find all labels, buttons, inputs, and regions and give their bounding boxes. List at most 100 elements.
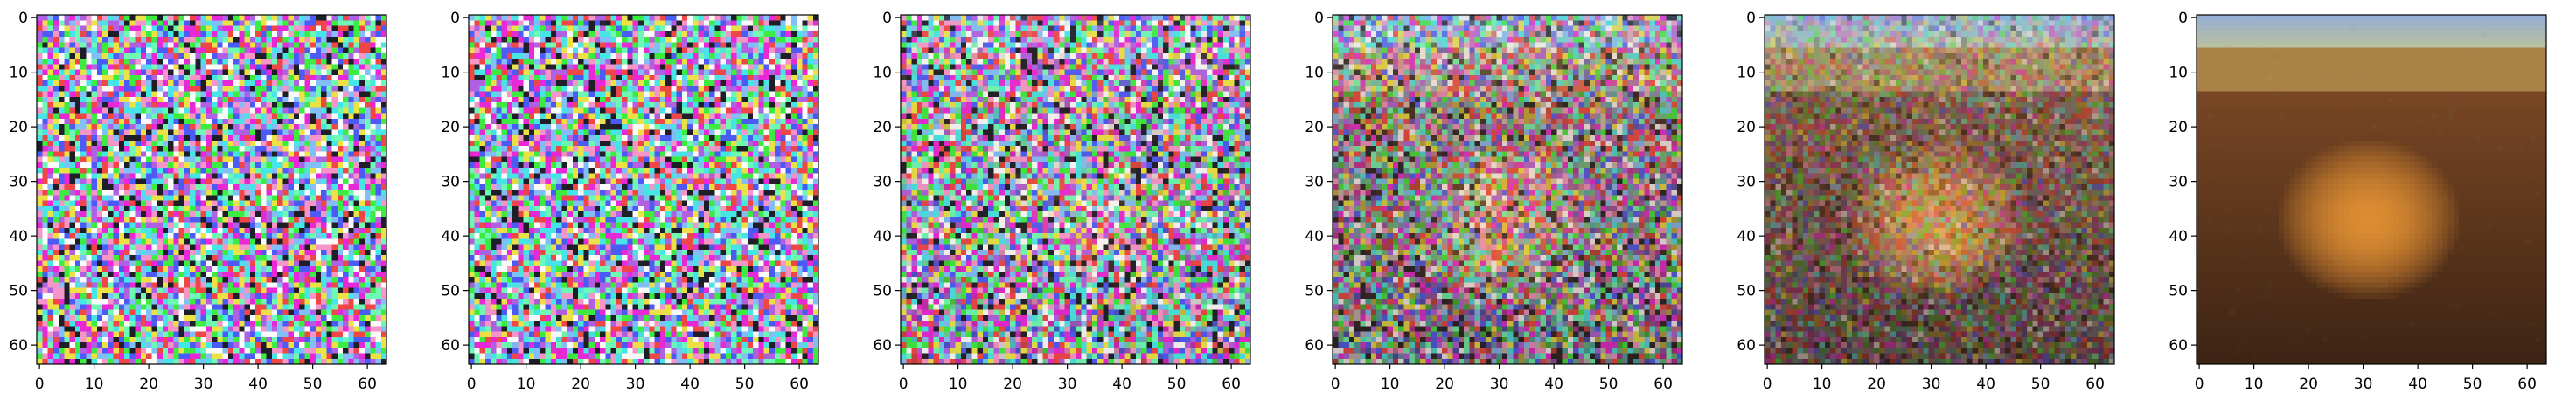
y-tick-label: 20: [2169, 119, 2188, 136]
x-tick-label: 40: [248, 376, 268, 393]
x-tick-label: 10: [85, 376, 104, 393]
x-tick-label: 30: [1922, 376, 1941, 393]
x-tick-label: 20: [1003, 376, 1022, 393]
x-tick-label: 40: [680, 376, 700, 393]
x-tick-label: 0: [1331, 376, 1340, 393]
y-tick-label: 0: [882, 10, 892, 27]
y-tick-label: 10: [441, 65, 460, 82]
x-tick-label: 20: [1867, 376, 1886, 393]
y-tick-label: 10: [873, 65, 892, 82]
x-tick-label: 60: [1222, 376, 1241, 393]
panel-1: 0 10 20 30 40 50 60 0 10 20 30 40 50 60: [9, 10, 387, 393]
x-tick-label: 50: [2463, 376, 2482, 393]
axes-frame: [1332, 14, 1683, 365]
axes-frame: [900, 14, 1251, 365]
panel-image: [37, 15, 386, 364]
y-tick-label: 40: [873, 228, 892, 245]
x-tick-label: 50: [303, 376, 323, 393]
x-tick-label: 20: [2299, 376, 2318, 393]
panel-image: [2197, 15, 2546, 364]
y-tick-label: 0: [450, 10, 460, 27]
panel-6: 0 10 20 30 40 50 60 0 10 20 30 40 50 60: [2169, 10, 2547, 393]
x-tick-label: 30: [1058, 376, 1077, 393]
x-tick-label: 10: [517, 376, 536, 393]
axes-frame: [1764, 14, 2115, 365]
y-tick-label: 40: [2169, 228, 2188, 245]
y-tick-label: 60: [1737, 337, 1756, 355]
x-tick-label: 50: [2031, 376, 2050, 393]
y-tick-label: 0: [2178, 10, 2188, 27]
x-tick-label: 60: [790, 376, 809, 393]
axes-frame: [468, 14, 819, 365]
y-tick-label: 60: [2169, 337, 2188, 355]
panel-4: 0 10 20 30 40 50 60 0 10 20 30 40 50 60: [1305, 10, 1683, 393]
x-tick-label: 40: [1544, 376, 1563, 393]
y-tick-label: 30: [873, 174, 892, 191]
x-tick-label: 30: [2354, 376, 2373, 393]
panel-5: 0 10 20 30 40 50 60 0 10 20 30 40 50 60: [1737, 10, 2115, 393]
x-tick-label: 10: [949, 376, 968, 393]
panel-image: [469, 15, 818, 364]
x-tick-label: 50: [1599, 376, 1619, 393]
y-tick-label: 60: [1305, 337, 1324, 355]
x-tick-label: 0: [2195, 376, 2204, 393]
y-tick-label: 10: [1737, 65, 1756, 82]
y-tick-label: 50: [441, 283, 460, 300]
panel-2: 0 10 20 30 40 50 60 0 10 20 30 40 50 60: [441, 10, 819, 393]
y-tick-label: 50: [2169, 283, 2188, 300]
y-tick-label: 20: [1305, 119, 1324, 136]
y-tick-label: 40: [1305, 228, 1324, 245]
panel-image: [901, 15, 1250, 364]
y-tick-label: 0: [18, 10, 28, 27]
y-tick-label: 40: [441, 228, 460, 245]
y-tick-label: 40: [1737, 228, 1756, 245]
y-tick-label: 30: [2169, 174, 2188, 191]
y-tick-label: 20: [873, 119, 892, 136]
x-tick-label: 60: [2517, 376, 2537, 393]
x-tick-label: 60: [1654, 376, 1673, 393]
y-tick-label: 30: [1305, 174, 1324, 191]
x-tick-label: 0: [1763, 376, 1772, 393]
y-tick-label: 30: [441, 174, 460, 191]
y-tick-label: 10: [9, 65, 28, 82]
y-tick-label: 60: [9, 337, 28, 355]
y-tick-label: 50: [1305, 283, 1324, 300]
x-tick-label: 60: [2085, 376, 2105, 393]
y-tick-label: 20: [441, 119, 460, 136]
y-tick-label: 60: [441, 337, 460, 355]
y-tick-label: 30: [1737, 174, 1756, 191]
y-tick-label: 10: [2169, 65, 2188, 82]
x-tick-label: 40: [1112, 376, 1131, 393]
x-tick-label: 20: [1435, 376, 1454, 393]
x-tick-label: 40: [2408, 376, 2427, 393]
x-tick-label: 50: [735, 376, 755, 393]
x-tick-label: 40: [1976, 376, 1995, 393]
y-tick-label: 0: [1314, 10, 1324, 27]
y-tick-label: 20: [9, 119, 28, 136]
panel-image: [1333, 15, 1682, 364]
x-tick-label: 20: [139, 376, 158, 393]
x-tick-label: 30: [194, 376, 213, 393]
x-tick-label: 50: [1167, 376, 1187, 393]
y-tick-label: 50: [873, 283, 892, 300]
x-tick-label: 20: [571, 376, 590, 393]
x-tick-label: 10: [2245, 376, 2264, 393]
x-tick-label: 30: [626, 376, 645, 393]
y-tick-label: 0: [1746, 10, 1756, 27]
panel-3: 0 10 20 30 40 50 60 0 10 20 30 40 50 60: [873, 10, 1251, 393]
x-tick-label: 10: [1813, 376, 1832, 393]
y-tick-label: 40: [9, 228, 28, 245]
y-tick-label: 10: [1305, 65, 1324, 82]
y-tick-label: 20: [1737, 119, 1756, 136]
x-tick-label: 0: [35, 376, 45, 393]
y-tick-label: 50: [9, 283, 28, 300]
x-tick-label: 0: [899, 376, 909, 393]
y-tick-label: 30: [9, 174, 28, 191]
y-tick-label: 60: [873, 337, 892, 355]
x-tick-label: 30: [1490, 376, 1509, 393]
x-tick-label: 10: [1381, 376, 1400, 393]
axes-frame: [36, 14, 387, 365]
x-tick-label: 0: [467, 376, 477, 393]
x-tick-label: 60: [358, 376, 377, 393]
